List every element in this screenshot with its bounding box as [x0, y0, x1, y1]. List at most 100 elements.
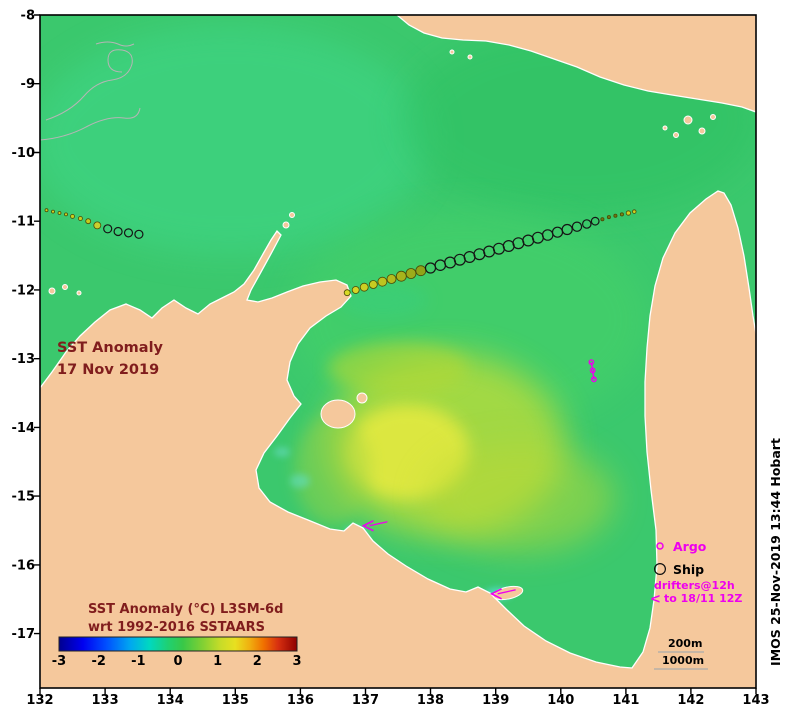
ship-track-point [351, 286, 360, 294]
x-tick-label: 140 [547, 693, 574, 708]
ship-track-point [581, 219, 592, 229]
ship-legend-label: Ship [673, 562, 704, 577]
y-tick-label: -15 [12, 490, 36, 505]
ship-legend-icon [653, 562, 666, 575]
colorbar-tick: 1 [213, 654, 222, 669]
argo-legend-icon [656, 542, 664, 550]
y-tick-label: -10 [12, 146, 36, 161]
cool-anomaly-spot [290, 474, 310, 488]
depth-200m-label: 200m [668, 637, 702, 650]
cool-anomaly-spot [274, 447, 290, 457]
y-tick-label: -12 [12, 283, 36, 298]
ship-track-point [78, 216, 83, 221]
y-tick-label: -13 [12, 352, 36, 367]
ship-track-point [377, 276, 388, 287]
ship-track-point [134, 229, 144, 239]
drifters-legend-line1: drifters@12h [654, 579, 735, 592]
x-tick-label: 134 [157, 693, 184, 708]
x-tick-label: 142 [677, 693, 704, 708]
drifters-legend-line2: to 18/11 12Z [664, 592, 742, 605]
land-png [395, 15, 756, 113]
y-tick-label: -16 [12, 558, 36, 573]
drifter-tail [497, 589, 516, 595]
depth-1000m-label: 1000m [662, 654, 704, 667]
ship-track-point [123, 228, 134, 238]
drifter-arrow [489, 588, 502, 600]
y-tick-label: -14 [12, 421, 36, 436]
colorbar-tick: -1 [131, 654, 145, 669]
ship-track-point [368, 280, 378, 289]
y-axis-ticks [34, 14, 40, 635]
y-tick-label: -17 [12, 627, 36, 642]
ship-track-point [405, 268, 417, 279]
ship-track-point [619, 212, 624, 217]
x-tick-label: 143 [742, 693, 769, 708]
drifter-arrow-icon: < [650, 592, 661, 607]
depth-legend: 200m 1000m [654, 637, 708, 670]
x-tick-label: 135 [222, 693, 249, 708]
islands [48, 49, 716, 601]
argo-track-line [591, 370, 595, 380]
annotation-title: SST Anomaly [57, 340, 164, 356]
ship-track-point [44, 208, 49, 213]
colorbar-label-line1: SST Anomaly (°C) L3SM-6d [88, 602, 283, 617]
x-tick-label: 133 [92, 693, 119, 708]
drifter-arrow [361, 520, 374, 532]
ship-track-point [103, 224, 113, 234]
ship-track-point [613, 213, 618, 218]
torres-strait-island [683, 115, 693, 125]
colorbar-tick: 0 [173, 654, 182, 669]
credit-vertical: IMOS 25-Nov-2019 13:44 Hobart [768, 438, 783, 666]
x-tick-label: 138 [417, 693, 444, 708]
ship-track-point [600, 217, 605, 222]
x-tick-label: 137 [352, 693, 379, 708]
colorbar-tick: 2 [253, 654, 262, 669]
colorbar-label-line2: wrt 1992-2016 SSTAARS [88, 620, 265, 635]
y-tick-label: -8 [21, 9, 35, 24]
ship-track-point [632, 209, 637, 214]
argo-legend-label: Argo [673, 539, 707, 554]
ship-track-point [359, 282, 369, 292]
colorbar-tick: 3 [292, 654, 301, 669]
ship-track-point [395, 270, 407, 282]
y-tick-label: -11 [12, 215, 36, 230]
ship-track-point [64, 212, 68, 217]
ship-track-point [113, 226, 123, 237]
ship-track-point [625, 210, 632, 216]
map-canvas [40, 15, 756, 688]
colorbar-gradient [58, 636, 298, 652]
ship-track-point [561, 223, 573, 236]
map-legend: Argo Ship drifters@12h < to 18/11 12Z [650, 539, 742, 607]
y-axis-labels: -8 -9 -10 -11 -12 -13 -14 -15 -16 -17 [12, 9, 36, 643]
ship-track-point [70, 213, 75, 219]
ship-track-point [57, 211, 62, 215]
island-groote-eylandt [320, 399, 356, 429]
argo-track-line [590, 362, 594, 371]
x-tick-label: 136 [287, 693, 314, 708]
bathymetry-contours [40, 41, 141, 141]
ship-track-point [571, 221, 583, 232]
colorbar-ticks: -3 -2 -1 0 1 2 3 [52, 654, 302, 669]
x-tick-label: 132 [26, 693, 53, 708]
x-tick-label: 141 [612, 693, 639, 708]
ship-track-point [343, 289, 351, 297]
argo-marker [591, 376, 597, 383]
ship-track-point [85, 218, 92, 225]
annotation-date: 17 Nov 2019 [57, 362, 159, 378]
drifter-tail [369, 521, 388, 527]
ship-track-point [590, 216, 600, 226]
x-axis-ticks [39, 688, 757, 694]
ship-track-point [606, 215, 611, 220]
x-axis-labels: 132 133 134 135 136 137 138 139 140 141 … [26, 693, 769, 708]
map-annotation: SST Anomaly 17 Nov 2019 [57, 340, 164, 378]
colorbar-tick: -3 [52, 654, 66, 669]
colorbar-tick: -2 [91, 654, 105, 669]
ship-track-point [93, 221, 102, 230]
ship-track-point [51, 209, 55, 214]
y-tick-label: -9 [21, 77, 35, 92]
argo-marker [588, 359, 595, 366]
ship-track-point [415, 265, 427, 277]
colorbar: SST Anomaly (°C) L3SM-6d wrt 1992-2016 S… [52, 602, 302, 669]
